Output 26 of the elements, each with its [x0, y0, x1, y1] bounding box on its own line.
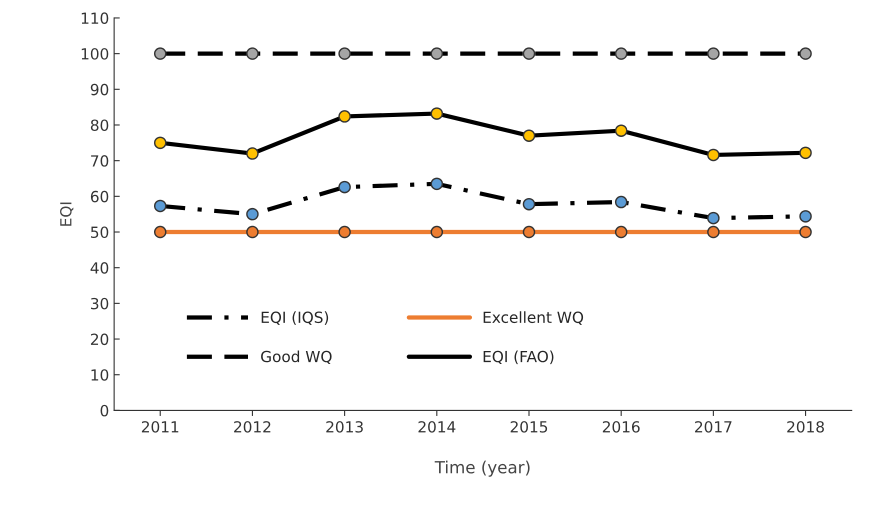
legend-label: EQI (IQS): [262, 311, 328, 325]
y-tick-label: 0: [100, 404, 108, 416]
y-tick-label: 80: [90, 119, 108, 132]
x-tick-label: 2013: [326, 421, 363, 433]
x-tick-label: 2011: [142, 421, 178, 433]
y-tick-label: 90: [90, 84, 108, 96]
legend-label: Excellent WQ: [484, 311, 584, 325]
x-tick-label: 2017: [695, 421, 732, 433]
x-tick-label: 2015: [510, 421, 548, 433]
y-tick-label: 20: [90, 334, 108, 346]
legend-label: EQI (FAO): [484, 350, 554, 364]
y-tick-label: 60: [90, 190, 108, 202]
x-tick-label: 2014: [418, 421, 456, 433]
legend-label: Good WQ: [261, 350, 332, 364]
y-tick-label: 110: [82, 12, 108, 24]
y-tick-label: 30: [91, 298, 108, 310]
y-tick-label: 100: [82, 48, 108, 60]
y-tick-label: 10: [92, 369, 108, 381]
x-tick-label: 2018: [787, 421, 824, 433]
x-tick-label: 2016: [602, 421, 640, 433]
y-tick-label: 50: [91, 226, 108, 238]
x-axis-title: Time (year): [434, 460, 530, 477]
x-tick-label: 2012: [234, 421, 270, 433]
y-tick-label: 70: [91, 155, 108, 167]
y-axis-title: EQI: [60, 202, 74, 226]
y-tick-label: 40: [90, 262, 108, 274]
